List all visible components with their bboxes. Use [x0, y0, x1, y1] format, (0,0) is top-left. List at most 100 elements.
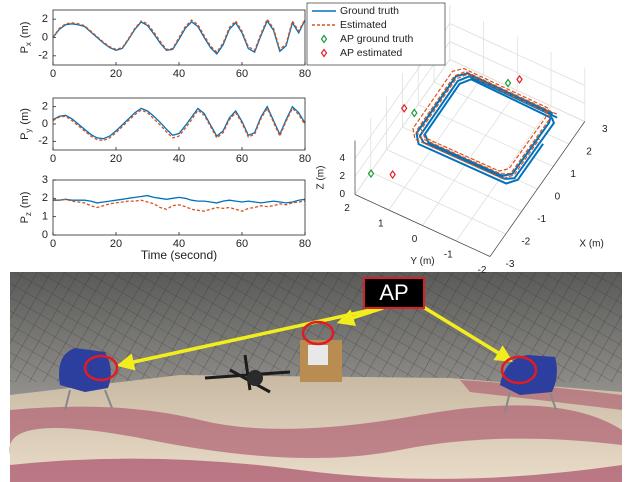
y-axis-label-unit: (m) — [19, 108, 31, 125]
y-tick-label: 1 — [378, 219, 384, 230]
y-tick-label: -2 — [478, 265, 487, 276]
x-tick-label: 80 — [299, 153, 311, 165]
x-tick-label: 40 — [173, 68, 185, 80]
y-axis-label: Y (m) — [410, 256, 434, 267]
y-axis-label-sub: y — [24, 129, 33, 133]
y-axis-label-unit: (m) — [19, 22, 31, 39]
trajectory — [412, 67, 558, 180]
series-line — [52, 197, 306, 212]
series-line — [52, 105, 306, 140]
legend-label: AP estimated — [340, 47, 402, 59]
y-axis-label-main: P — [19, 46, 31, 53]
y-tick-label: 2 — [344, 203, 350, 214]
ap-circle — [301, 320, 335, 346]
ap-marker — [504, 78, 512, 88]
y-axis-label: Px (m) — [19, 22, 33, 54]
x-tick-label: 20 — [110, 153, 122, 165]
x-tick-label: 80 — [299, 238, 311, 250]
x-tick-label: -2 — [521, 237, 530, 248]
series-line — [52, 107, 306, 142]
x-axis-label: Time (second) — [141, 248, 217, 262]
legend-swatch — [320, 48, 328, 58]
legend-label: Estimated — [340, 19, 387, 31]
y-axis-label: Py (m) — [19, 108, 33, 140]
chair-leg — [64, 389, 113, 411]
grid-line — [449, 23, 585, 86]
floor-pattern — [10, 458, 622, 482]
stand-panel — [308, 345, 328, 365]
y-tick-label: 2 — [42, 101, 48, 113]
arrow — [419, 303, 513, 362]
x-tick-label: -1 — [537, 214, 546, 225]
axis-line — [489, 121, 586, 257]
x-tick-label: 20 — [110, 238, 122, 250]
ap-marker — [411, 108, 418, 118]
x-tick-label: 40 — [173, 238, 185, 250]
x-tick-label: 60 — [236, 153, 248, 165]
y-axis-label-main: P — [19, 216, 31, 223]
y-tick-label: 2 — [42, 192, 48, 204]
y-tick-label: 0 — [42, 229, 48, 241]
ap-label-box — [363, 277, 425, 309]
arrow — [336, 306, 384, 326]
trajectory — [415, 72, 558, 185]
x-tick-label: 1 — [570, 169, 576, 180]
plot-frame — [52, 179, 306, 236]
y-tick-label: -2 — [38, 135, 48, 147]
z-axis-label: Z (m) — [316, 166, 327, 190]
y-tick-label: 0 — [42, 118, 48, 130]
x-tick-label: 0 — [50, 68, 56, 80]
grid-line — [354, 59, 451, 195]
legend-box — [306, 2, 446, 66]
x-tick-label: 0 — [50, 153, 56, 165]
grid-line — [449, 41, 585, 104]
x-tick-label: 0 — [555, 192, 561, 203]
x-tick-label: 40 — [173, 153, 185, 165]
y-tick-label: 0 — [412, 234, 418, 245]
ap-marker — [516, 74, 523, 84]
grid-line — [422, 90, 518, 226]
x-tick-label: 20 — [110, 68, 122, 80]
chair-leg — [504, 391, 557, 413]
drone-body — [247, 370, 263, 386]
axis-line — [354, 194, 491, 257]
floor-pattern — [9, 405, 622, 458]
ap-circle — [500, 355, 538, 385]
y-axis-label-unit: (m) — [19, 192, 31, 209]
grid-line — [449, 59, 585, 122]
y-axis-label-sub: z — [24, 212, 33, 216]
plot-frame — [52, 9, 306, 66]
y-tick-label: 0 — [42, 31, 48, 43]
y-tick-label: 2 — [42, 13, 48, 25]
x-tick-label: 80 — [299, 68, 311, 80]
legend-label: AP ground truth — [340, 33, 414, 45]
y-tick-label: 1 — [42, 211, 48, 223]
y-tick-label: -1 — [444, 250, 453, 261]
series-line — [52, 19, 306, 56]
x-tick-label: 60 — [236, 238, 248, 250]
ap-label: AP — [379, 280, 408, 305]
y-tick-label: 3 — [42, 174, 48, 186]
z-tick-label: 2 — [339, 171, 345, 182]
legend-label: Ground truth — [340, 5, 399, 17]
arrow — [116, 306, 381, 371]
x-tick-label: 2 — [586, 147, 592, 158]
z-tick-label: 0 — [339, 189, 345, 200]
x-tick-label: 60 — [236, 68, 248, 80]
photo: AP — [9, 272, 622, 482]
y-axis-label: Pz (m) — [19, 192, 33, 224]
plot-frame — [52, 97, 306, 151]
z-tick-label: 4 — [339, 153, 345, 164]
ap-marker — [400, 103, 408, 113]
y-axis-label-sub: x — [24, 42, 33, 46]
chair — [500, 355, 557, 395]
x-tick-label: 3 — [602, 124, 608, 135]
series-line — [53, 194, 306, 204]
ap-circle — [83, 354, 119, 382]
x-tick-label: 0 — [50, 238, 56, 250]
ap-marker — [389, 170, 396, 180]
y-axis-label-main: P — [19, 133, 31, 140]
x-tick-label: -3 — [506, 259, 515, 270]
series-line — [52, 17, 306, 54]
